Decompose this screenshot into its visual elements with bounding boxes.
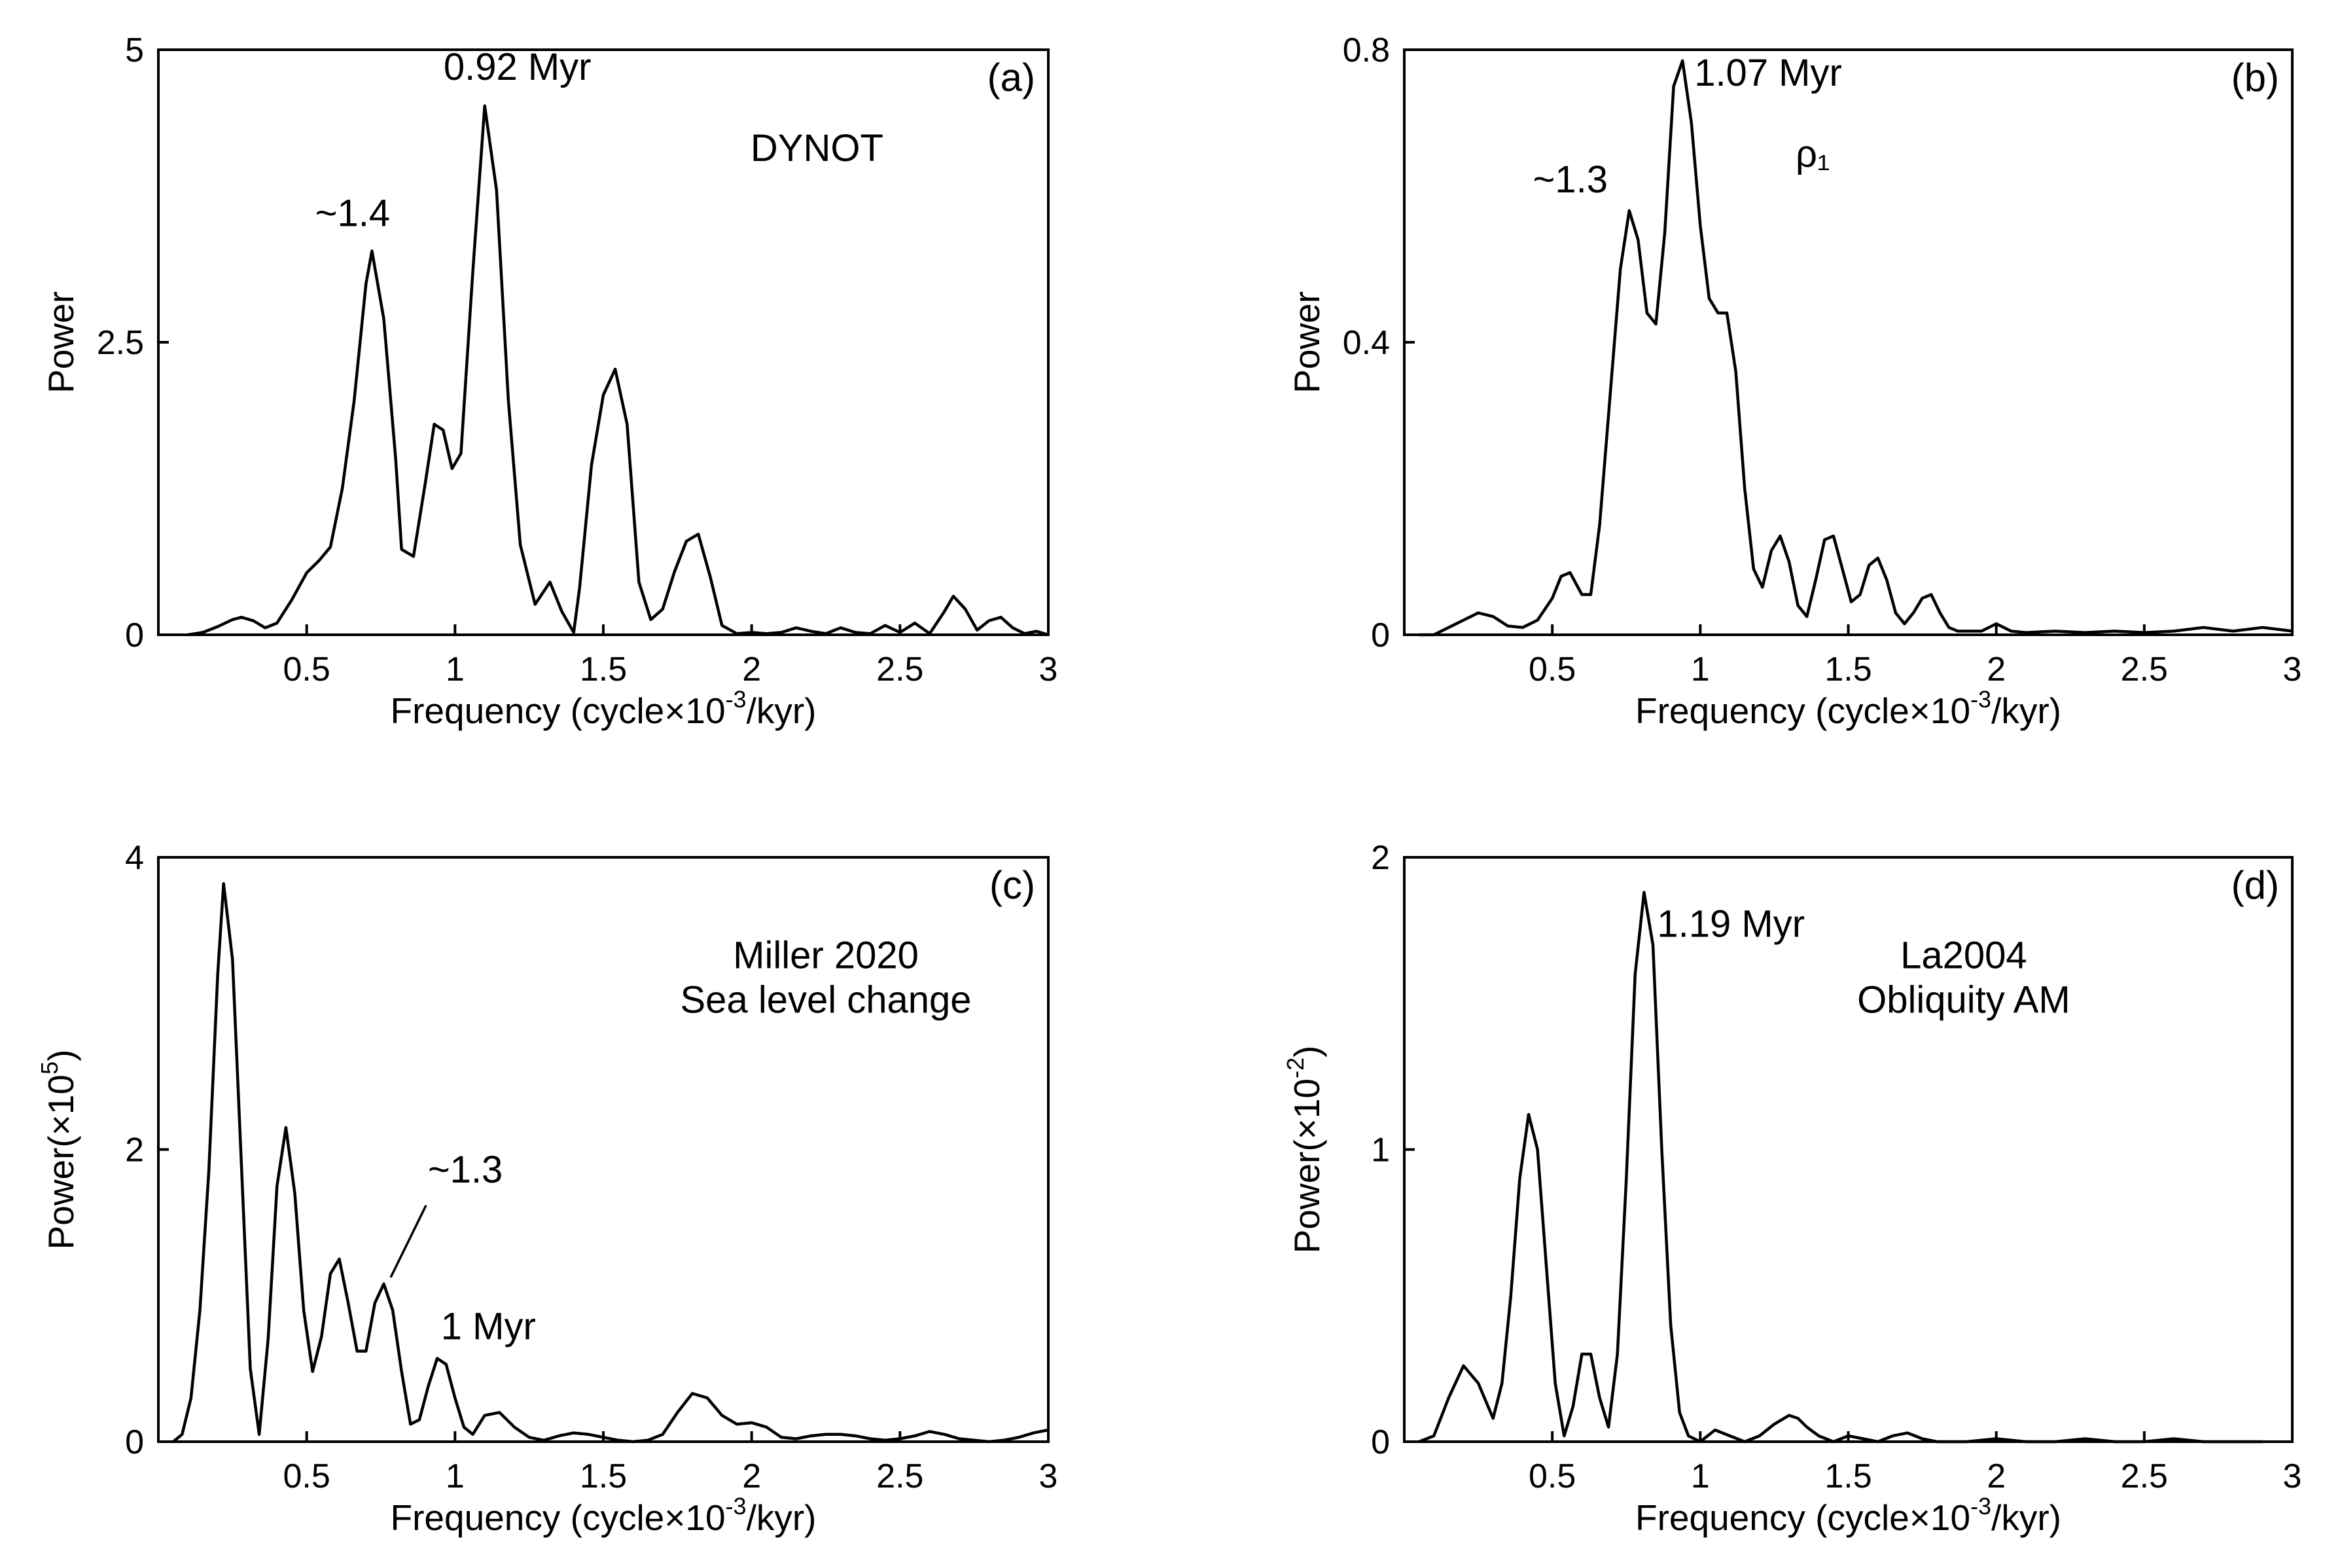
x-tick-label: 0.5	[1529, 1457, 1576, 1495]
y-tick-label: 5	[125, 31, 144, 69]
x-tick-label: 2	[742, 650, 761, 688]
panel-label: (d)	[2231, 863, 2279, 907]
y-tick-label: 0	[125, 616, 144, 654]
x-axis-label-main: Frequency (cycle×10	[391, 1497, 726, 1538]
x-tick-label: 0.5	[283, 650, 330, 688]
x-tick-label: 2	[1987, 650, 2006, 688]
x-axis-label-tail: /kyr)	[1991, 1497, 2061, 1538]
x-tick-label: 1.5	[580, 1457, 627, 1495]
y-axis-label-tail: )	[1286, 1046, 1327, 1058]
x-axis-label: Frequency (cycle×10-3/kyr)	[391, 1493, 817, 1538]
x-axis-label: Frequency (cycle×10-3/kyr)	[1635, 686, 2061, 731]
x-axis-label-sup: -3	[1970, 686, 1991, 713]
spectrum-line	[172, 882, 1049, 1444]
y-axis-label-main: Power(×10	[1286, 1078, 1327, 1254]
x-axis-label-main: Frequency (cycle×10	[391, 690, 726, 731]
x-tick-label: 0.5	[283, 1457, 330, 1495]
peak-annotation: 1.19 Myr	[1657, 903, 1805, 946]
y-tick-label: 0	[1371, 1423, 1390, 1461]
y-axis-label-main: Power(×10	[41, 1075, 81, 1250]
peak-annotation: 1.07 Myr	[1694, 52, 1842, 94]
x-tick-label: 1.5	[1824, 1457, 1872, 1495]
y-tick-label: 1	[1371, 1131, 1390, 1169]
x-tick-label: 3	[1039, 650, 1058, 688]
chart-panel-c: 0.5 1 1.5 2 2.5 3 0 2 4 Frequency (cycle×10-3/kyr…	[36, 839, 1057, 1538]
y-tick-label: 0.4	[1343, 324, 1390, 362]
peak-annotation: 0.92 Myr	[444, 46, 592, 88]
x-axis-label-sup: -3	[726, 686, 747, 713]
peak-annotation: 1 Myr	[441, 1306, 536, 1348]
y-axis-label: Power(×105)	[36, 1050, 81, 1250]
y-tick-label: 0	[125, 1423, 144, 1461]
x-tick-label: 3	[2283, 1457, 2302, 1495]
x-tick-label: 1.5	[1824, 650, 1872, 688]
panel-label: (a)	[987, 56, 1035, 99]
y-axis-label-main: Power	[1286, 291, 1327, 393]
y-tick-label: 0.8	[1343, 31, 1390, 69]
inset-text: DYNOT	[751, 127, 883, 169]
y-axis-label-sup: 5	[36, 1061, 63, 1075]
annotation-leader	[389, 1205, 427, 1278]
x-tick-label: 2.5	[876, 1457, 923, 1495]
y-axis-label: Power(×10-2)	[1282, 1046, 1327, 1254]
y-tick-label: 2	[1371, 839, 1390, 877]
x-tick-label: 0.5	[1529, 650, 1576, 688]
y-tick-label: 2	[125, 1131, 144, 1169]
plot-frame	[157, 48, 1050, 636]
x-axis-label-sup: -3	[726, 1493, 747, 1520]
inset-text: La2004	[1900, 935, 2027, 977]
peak-annotation: ~1.4	[315, 192, 391, 234]
panel-label: (b)	[2231, 56, 2279, 99]
plot-frame	[1403, 48, 2294, 636]
y-axis-label-tail: )	[41, 1050, 81, 1061]
x-tick-label: 1	[1691, 650, 1710, 688]
x-axis-label-tail: /kyr)	[747, 1497, 817, 1538]
spectrum-line	[1419, 59, 2293, 637]
inset-text: ρ₁	[1796, 133, 1830, 175]
x-axis-label: Frequency (cycle×10-3/kyr)	[391, 686, 817, 731]
x-tick-label: 2	[1987, 1457, 2006, 1495]
y-axis-label: Power	[41, 291, 81, 393]
y-axis-label-sup: -2	[1282, 1058, 1309, 1078]
peak-annotation: ~1.3	[1533, 158, 1608, 201]
x-axis-label-main: Frequency (cycle×10	[1635, 690, 1970, 731]
x-axis-label: Frequency (cycle×10-3/kyr)	[1635, 1493, 2061, 1538]
x-axis-label-sup: -3	[1970, 1493, 1991, 1520]
spectrum-line	[187, 104, 1049, 637]
inset-text: Obliquity AM	[1857, 979, 2070, 1022]
x-tick-label: 1	[1691, 1457, 1710, 1495]
x-tick-label: 3	[1039, 1457, 1058, 1495]
y-axis-label: Power	[1286, 291, 1327, 393]
x-axis-label-tail: /kyr)	[747, 690, 817, 731]
y-tick-label: 4	[125, 839, 144, 877]
y-axis-label-main: Power	[41, 291, 81, 393]
x-tick-label: 2.5	[2121, 1457, 2168, 1495]
peak-annotation: ~1.3	[428, 1149, 503, 1191]
x-tick-label: 2.5	[2121, 650, 2168, 688]
x-axis-label-tail: /kyr)	[1991, 690, 2061, 731]
y-tick-label: 0	[1371, 616, 1390, 654]
chart-panel-a: 0.5 1 1.5 2 2.5 3 0 2.5 5 Frequency (cycle×10-3/k…	[41, 31, 1057, 731]
x-axis-label-main: Frequency (cycle×10	[1635, 1497, 1970, 1538]
inset-text: Sea level change	[681, 979, 972, 1022]
x-tick-label: 1	[446, 650, 465, 688]
x-tick-label: 2	[742, 1457, 761, 1495]
inset-text: Miller 2020	[733, 935, 919, 977]
chart-panel-b: 0.5 1 1.5 2 2.5 3 0 0.4 0.8 Frequency (cycle×10-3…	[1286, 31, 2301, 731]
panel-label: (c)	[989, 863, 1035, 907]
y-tick-label: 2.5	[97, 324, 144, 362]
x-tick-label: 1.5	[580, 650, 627, 688]
x-tick-label: 3	[2283, 650, 2302, 688]
x-tick-label: 1	[446, 1457, 465, 1495]
x-tick-label: 2.5	[876, 650, 923, 688]
spectrum-line	[1418, 891, 2263, 1444]
